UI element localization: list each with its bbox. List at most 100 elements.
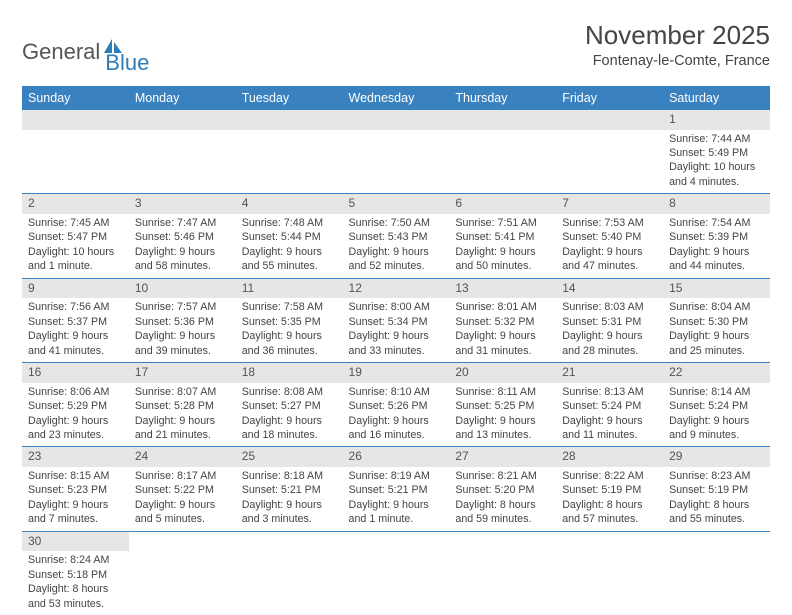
calendar-cell bbox=[236, 531, 343, 615]
daylight-text: and 18 minutes. bbox=[242, 428, 337, 442]
daylight-text: Daylight: 9 hours bbox=[349, 414, 444, 428]
calendar-page: General Blue November 2025 Fontenay-le-C… bbox=[0, 0, 792, 615]
day-number: 12 bbox=[343, 279, 450, 299]
day-details: Sunrise: 8:17 AMSunset: 5:22 PMDaylight:… bbox=[129, 467, 236, 531]
sunset-text: Sunset: 5:29 PM bbox=[28, 399, 123, 413]
sunset-text: Sunset: 5:27 PM bbox=[242, 399, 337, 413]
calendar-cell: 20Sunrise: 8:11 AMSunset: 5:25 PMDayligh… bbox=[449, 363, 556, 447]
sunrise-text: Sunrise: 8:22 AM bbox=[562, 469, 657, 483]
daylight-text: and 9 minutes. bbox=[669, 428, 764, 442]
day-details: Sunrise: 8:14 AMSunset: 5:24 PMDaylight:… bbox=[663, 383, 770, 447]
sunset-text: Sunset: 5:49 PM bbox=[669, 146, 764, 160]
day-details: Sunrise: 8:08 AMSunset: 5:27 PMDaylight:… bbox=[236, 383, 343, 447]
weekday-header: Tuesday bbox=[236, 86, 343, 110]
day-number: 9 bbox=[22, 279, 129, 299]
weekday-header: Thursday bbox=[449, 86, 556, 110]
sunrise-text: Sunrise: 7:44 AM bbox=[669, 132, 764, 146]
calendar-cell: 29Sunrise: 8:23 AMSunset: 5:19 PMDayligh… bbox=[663, 447, 770, 531]
sunset-text: Sunset: 5:19 PM bbox=[562, 483, 657, 497]
sunset-text: Sunset: 5:40 PM bbox=[562, 230, 657, 244]
daylight-text: and 5 minutes. bbox=[135, 512, 230, 526]
weekday-header: Friday bbox=[556, 86, 663, 110]
day-number: 2 bbox=[22, 194, 129, 214]
daylight-text: Daylight: 9 hours bbox=[242, 245, 337, 259]
daylight-text: and 33 minutes. bbox=[349, 344, 444, 358]
daylight-text: Daylight: 8 hours bbox=[669, 498, 764, 512]
sunrise-text: Sunrise: 8:03 AM bbox=[562, 300, 657, 314]
sunrise-text: Sunrise: 8:21 AM bbox=[455, 469, 550, 483]
day-details: Sunrise: 7:54 AMSunset: 5:39 PMDaylight:… bbox=[663, 214, 770, 278]
day-number: 14 bbox=[556, 279, 663, 299]
day-number: 28 bbox=[556, 447, 663, 467]
sunrise-text: Sunrise: 8:14 AM bbox=[669, 385, 764, 399]
day-details: Sunrise: 8:07 AMSunset: 5:28 PMDaylight:… bbox=[129, 383, 236, 447]
calendar-cell bbox=[22, 110, 129, 194]
sunset-text: Sunset: 5:34 PM bbox=[349, 315, 444, 329]
daylight-text: Daylight: 9 hours bbox=[135, 245, 230, 259]
day-number: 29 bbox=[663, 447, 770, 467]
day-details: Sunrise: 8:01 AMSunset: 5:32 PMDaylight:… bbox=[449, 298, 556, 362]
sunset-text: Sunset: 5:20 PM bbox=[455, 483, 550, 497]
calendar-week: 23Sunrise: 8:15 AMSunset: 5:23 PMDayligh… bbox=[22, 447, 770, 531]
sunrise-text: Sunrise: 8:19 AM bbox=[349, 469, 444, 483]
day-details: Sunrise: 8:00 AMSunset: 5:34 PMDaylight:… bbox=[343, 298, 450, 362]
day-number: 16 bbox=[22, 363, 129, 383]
calendar-week: 30Sunrise: 8:24 AMSunset: 5:18 PMDayligh… bbox=[22, 531, 770, 615]
sunrise-text: Sunrise: 8:10 AM bbox=[349, 385, 444, 399]
calendar-cell: 17Sunrise: 8:07 AMSunset: 5:28 PMDayligh… bbox=[129, 363, 236, 447]
day-details: Sunrise: 8:18 AMSunset: 5:21 PMDaylight:… bbox=[236, 467, 343, 531]
calendar-cell: 9Sunrise: 7:56 AMSunset: 5:37 PMDaylight… bbox=[22, 278, 129, 362]
calendar-week: 9Sunrise: 7:56 AMSunset: 5:37 PMDaylight… bbox=[22, 278, 770, 362]
sunset-text: Sunset: 5:35 PM bbox=[242, 315, 337, 329]
calendar-cell: 22Sunrise: 8:14 AMSunset: 5:24 PMDayligh… bbox=[663, 363, 770, 447]
sunrise-text: Sunrise: 7:47 AM bbox=[135, 216, 230, 230]
day-details: Sunrise: 8:10 AMSunset: 5:26 PMDaylight:… bbox=[343, 383, 450, 447]
day-details: Sunrise: 7:57 AMSunset: 5:36 PMDaylight:… bbox=[129, 298, 236, 362]
calendar-cell: 10Sunrise: 7:57 AMSunset: 5:36 PMDayligh… bbox=[129, 278, 236, 362]
sunset-text: Sunset: 5:21 PM bbox=[242, 483, 337, 497]
sunset-text: Sunset: 5:25 PM bbox=[455, 399, 550, 413]
calendar-cell bbox=[343, 531, 450, 615]
day-number bbox=[236, 110, 343, 130]
weekday-header: Monday bbox=[129, 86, 236, 110]
daylight-text: and 16 minutes. bbox=[349, 428, 444, 442]
daylight-text: Daylight: 9 hours bbox=[669, 414, 764, 428]
daylight-text: Daylight: 9 hours bbox=[28, 414, 123, 428]
sunrise-text: Sunrise: 8:18 AM bbox=[242, 469, 337, 483]
day-number bbox=[22, 110, 129, 130]
sunrise-text: Sunrise: 8:08 AM bbox=[242, 385, 337, 399]
calendar-cell bbox=[556, 531, 663, 615]
day-details: Sunrise: 8:03 AMSunset: 5:31 PMDaylight:… bbox=[556, 298, 663, 362]
daylight-text: Daylight: 10 hours bbox=[669, 160, 764, 174]
logo: General Blue bbox=[22, 28, 149, 76]
location: Fontenay-le-Comte, France bbox=[585, 53, 770, 69]
sunset-text: Sunset: 5:31 PM bbox=[562, 315, 657, 329]
sunset-text: Sunset: 5:43 PM bbox=[349, 230, 444, 244]
daylight-text: and 36 minutes. bbox=[242, 344, 337, 358]
sunrise-text: Sunrise: 8:01 AM bbox=[455, 300, 550, 314]
daylight-text: and 53 minutes. bbox=[28, 597, 123, 611]
day-details: Sunrise: 8:23 AMSunset: 5:19 PMDaylight:… bbox=[663, 467, 770, 531]
calendar-cell bbox=[343, 110, 450, 194]
day-number: 3 bbox=[129, 194, 236, 214]
month-title: November 2025 bbox=[585, 20, 770, 51]
day-number: 15 bbox=[663, 279, 770, 299]
sunrise-text: Sunrise: 8:17 AM bbox=[135, 469, 230, 483]
calendar-cell: 5Sunrise: 7:50 AMSunset: 5:43 PMDaylight… bbox=[343, 194, 450, 278]
day-details: Sunrise: 7:58 AMSunset: 5:35 PMDaylight:… bbox=[236, 298, 343, 362]
day-details: Sunrise: 8:15 AMSunset: 5:23 PMDaylight:… bbox=[22, 467, 129, 531]
day-number: 26 bbox=[343, 447, 450, 467]
calendar-cell: 26Sunrise: 8:19 AMSunset: 5:21 PMDayligh… bbox=[343, 447, 450, 531]
title-block: November 2025 Fontenay-le-Comte, France bbox=[585, 20, 770, 69]
daylight-text: Daylight: 9 hours bbox=[349, 498, 444, 512]
day-details: Sunrise: 8:06 AMSunset: 5:29 PMDaylight:… bbox=[22, 383, 129, 447]
daylight-text: Daylight: 9 hours bbox=[135, 414, 230, 428]
logo-main: General bbox=[22, 39, 100, 65]
calendar-cell: 11Sunrise: 7:58 AMSunset: 5:35 PMDayligh… bbox=[236, 278, 343, 362]
daylight-text: Daylight: 9 hours bbox=[28, 498, 123, 512]
day-details: Sunrise: 7:53 AMSunset: 5:40 PMDaylight:… bbox=[556, 214, 663, 278]
daylight-text: Daylight: 9 hours bbox=[135, 329, 230, 343]
sunset-text: Sunset: 5:22 PM bbox=[135, 483, 230, 497]
calendar-cell: 2Sunrise: 7:45 AMSunset: 5:47 PMDaylight… bbox=[22, 194, 129, 278]
daylight-text: Daylight: 9 hours bbox=[349, 245, 444, 259]
